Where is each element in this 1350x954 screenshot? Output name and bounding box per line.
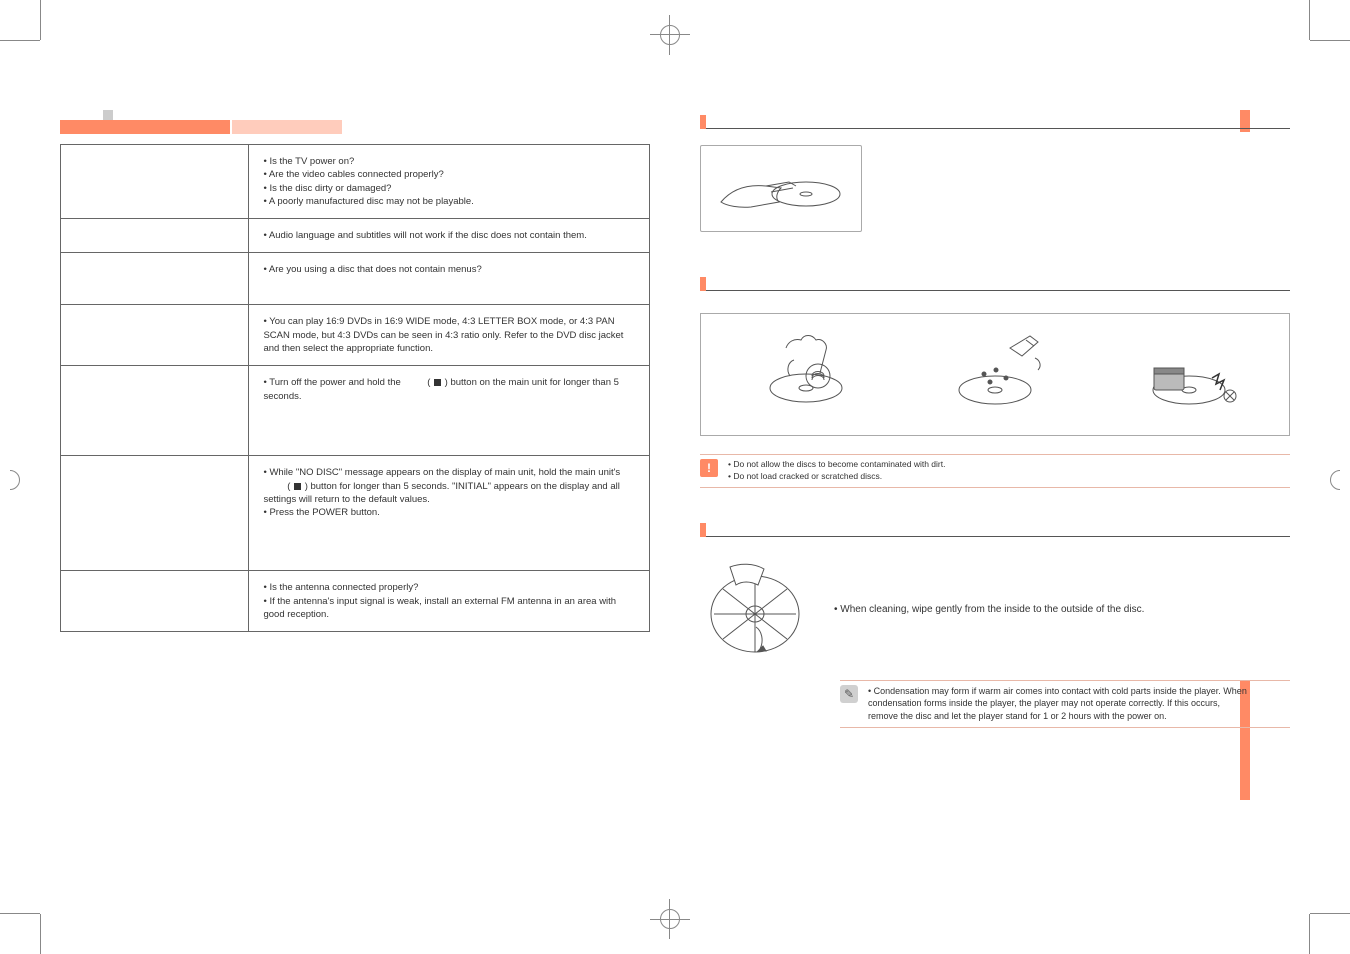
text: Is the TV power on? <box>269 156 354 167</box>
table-row: • Is the antenna connected properly? • I… <box>61 571 650 632</box>
table-row: • Is the TV power on? • Are the video ca… <box>61 145 650 219</box>
troubleshooting-table: • Is the TV power on? • Are the video ca… <box>60 144 650 632</box>
crop-mark <box>0 40 40 41</box>
text: Condensation may form if warm air comes … <box>868 686 1247 721</box>
left-page: • Is the TV power on? • Are the video ca… <box>60 50 650 632</box>
section-rule <box>700 536 1290 537</box>
text: If the antenna's input signal is weak, i… <box>263 596 616 620</box>
crop-mark <box>0 913 40 914</box>
table-row: • Audio language and subtitles will not … <box>61 219 650 253</box>
text: Do not allow the discs to become contami… <box>733 459 945 469</box>
section-tick <box>700 523 706 537</box>
text: Press the POWER button. <box>269 507 379 518</box>
wipe-illustration <box>700 559 810 662</box>
register-mark <box>650 919 690 920</box>
text: ) button for longer than 5 seconds. "INI… <box>263 481 619 505</box>
text: Are you using a disc that does not conta… <box>269 264 482 275</box>
crop-mark <box>1309 0 1310 40</box>
section-rule <box>700 128 1290 129</box>
text: Is the antenna connected properly? <box>269 582 418 593</box>
caution-block: ! • Do not allow the discs to become con… <box>700 454 1290 488</box>
section-rule <box>700 290 1290 291</box>
text: Do not load cracked or scratched discs. <box>733 471 882 481</box>
stop-icon <box>294 483 301 490</box>
crop-mark <box>1310 40 1350 41</box>
register-mark <box>650 34 690 35</box>
text: Are the video cables connected properly? <box>269 169 444 180</box>
text: A poorly manufactured disc may not be pl… <box>269 196 474 207</box>
warning-icon: ! <box>700 459 718 477</box>
table-row: • Are you using a disc that does not con… <box>61 253 650 305</box>
section-tick <box>700 277 706 291</box>
crop-mark <box>40 0 41 40</box>
text: Audio language and subtitles will not wo… <box>269 230 587 241</box>
hand-disc-illustration <box>700 145 862 232</box>
register-mark <box>0 470 20 490</box>
header-strip <box>60 120 650 134</box>
register-mark <box>660 25 680 45</box>
text: When cleaning, wipe gently from the insi… <box>840 604 1144 615</box>
text: You can play 16:9 DVDs in 16:9 WIDE mode… <box>263 316 623 354</box>
handling-illustrations <box>700 313 1290 436</box>
note-icon: ✎ <box>840 685 858 703</box>
text: While "NO DISC" message appears on the d… <box>269 467 620 478</box>
stop-icon <box>434 379 441 386</box>
section-tick <box>700 115 706 129</box>
crop-mark <box>40 914 41 954</box>
table-row: • While "NO DISC" message appears on the… <box>61 456 650 571</box>
cleaning-block: • When cleaning, wipe gently from the in… <box>700 559 1290 662</box>
illus-dust <box>903 328 1087 421</box>
illus-fingerprint <box>709 328 893 421</box>
register-mark <box>1330 470 1350 490</box>
text: ( <box>287 481 290 492</box>
text: Turn off the power and hold the <box>269 377 403 388</box>
table-row: • You can play 16:9 DVDs in 16:9 WIDE mo… <box>61 305 650 366</box>
note-block: ✎ • Condensation may form if warm air co… <box>840 680 1290 728</box>
crop-mark <box>1310 913 1350 914</box>
text: Is the disc dirty or damaged? <box>269 183 391 194</box>
right-page: ! • Do not allow the discs to become con… <box>700 50 1290 728</box>
table-row: • Turn off the power and hold the ( ) bu… <box>61 366 650 456</box>
cell-remedy: • Is the TV power on? • Are the video ca… <box>249 145 650 219</box>
crop-mark <box>1309 914 1310 954</box>
illus-crack <box>1097 328 1281 421</box>
text: ( <box>427 377 430 388</box>
register-mark <box>669 15 670 55</box>
